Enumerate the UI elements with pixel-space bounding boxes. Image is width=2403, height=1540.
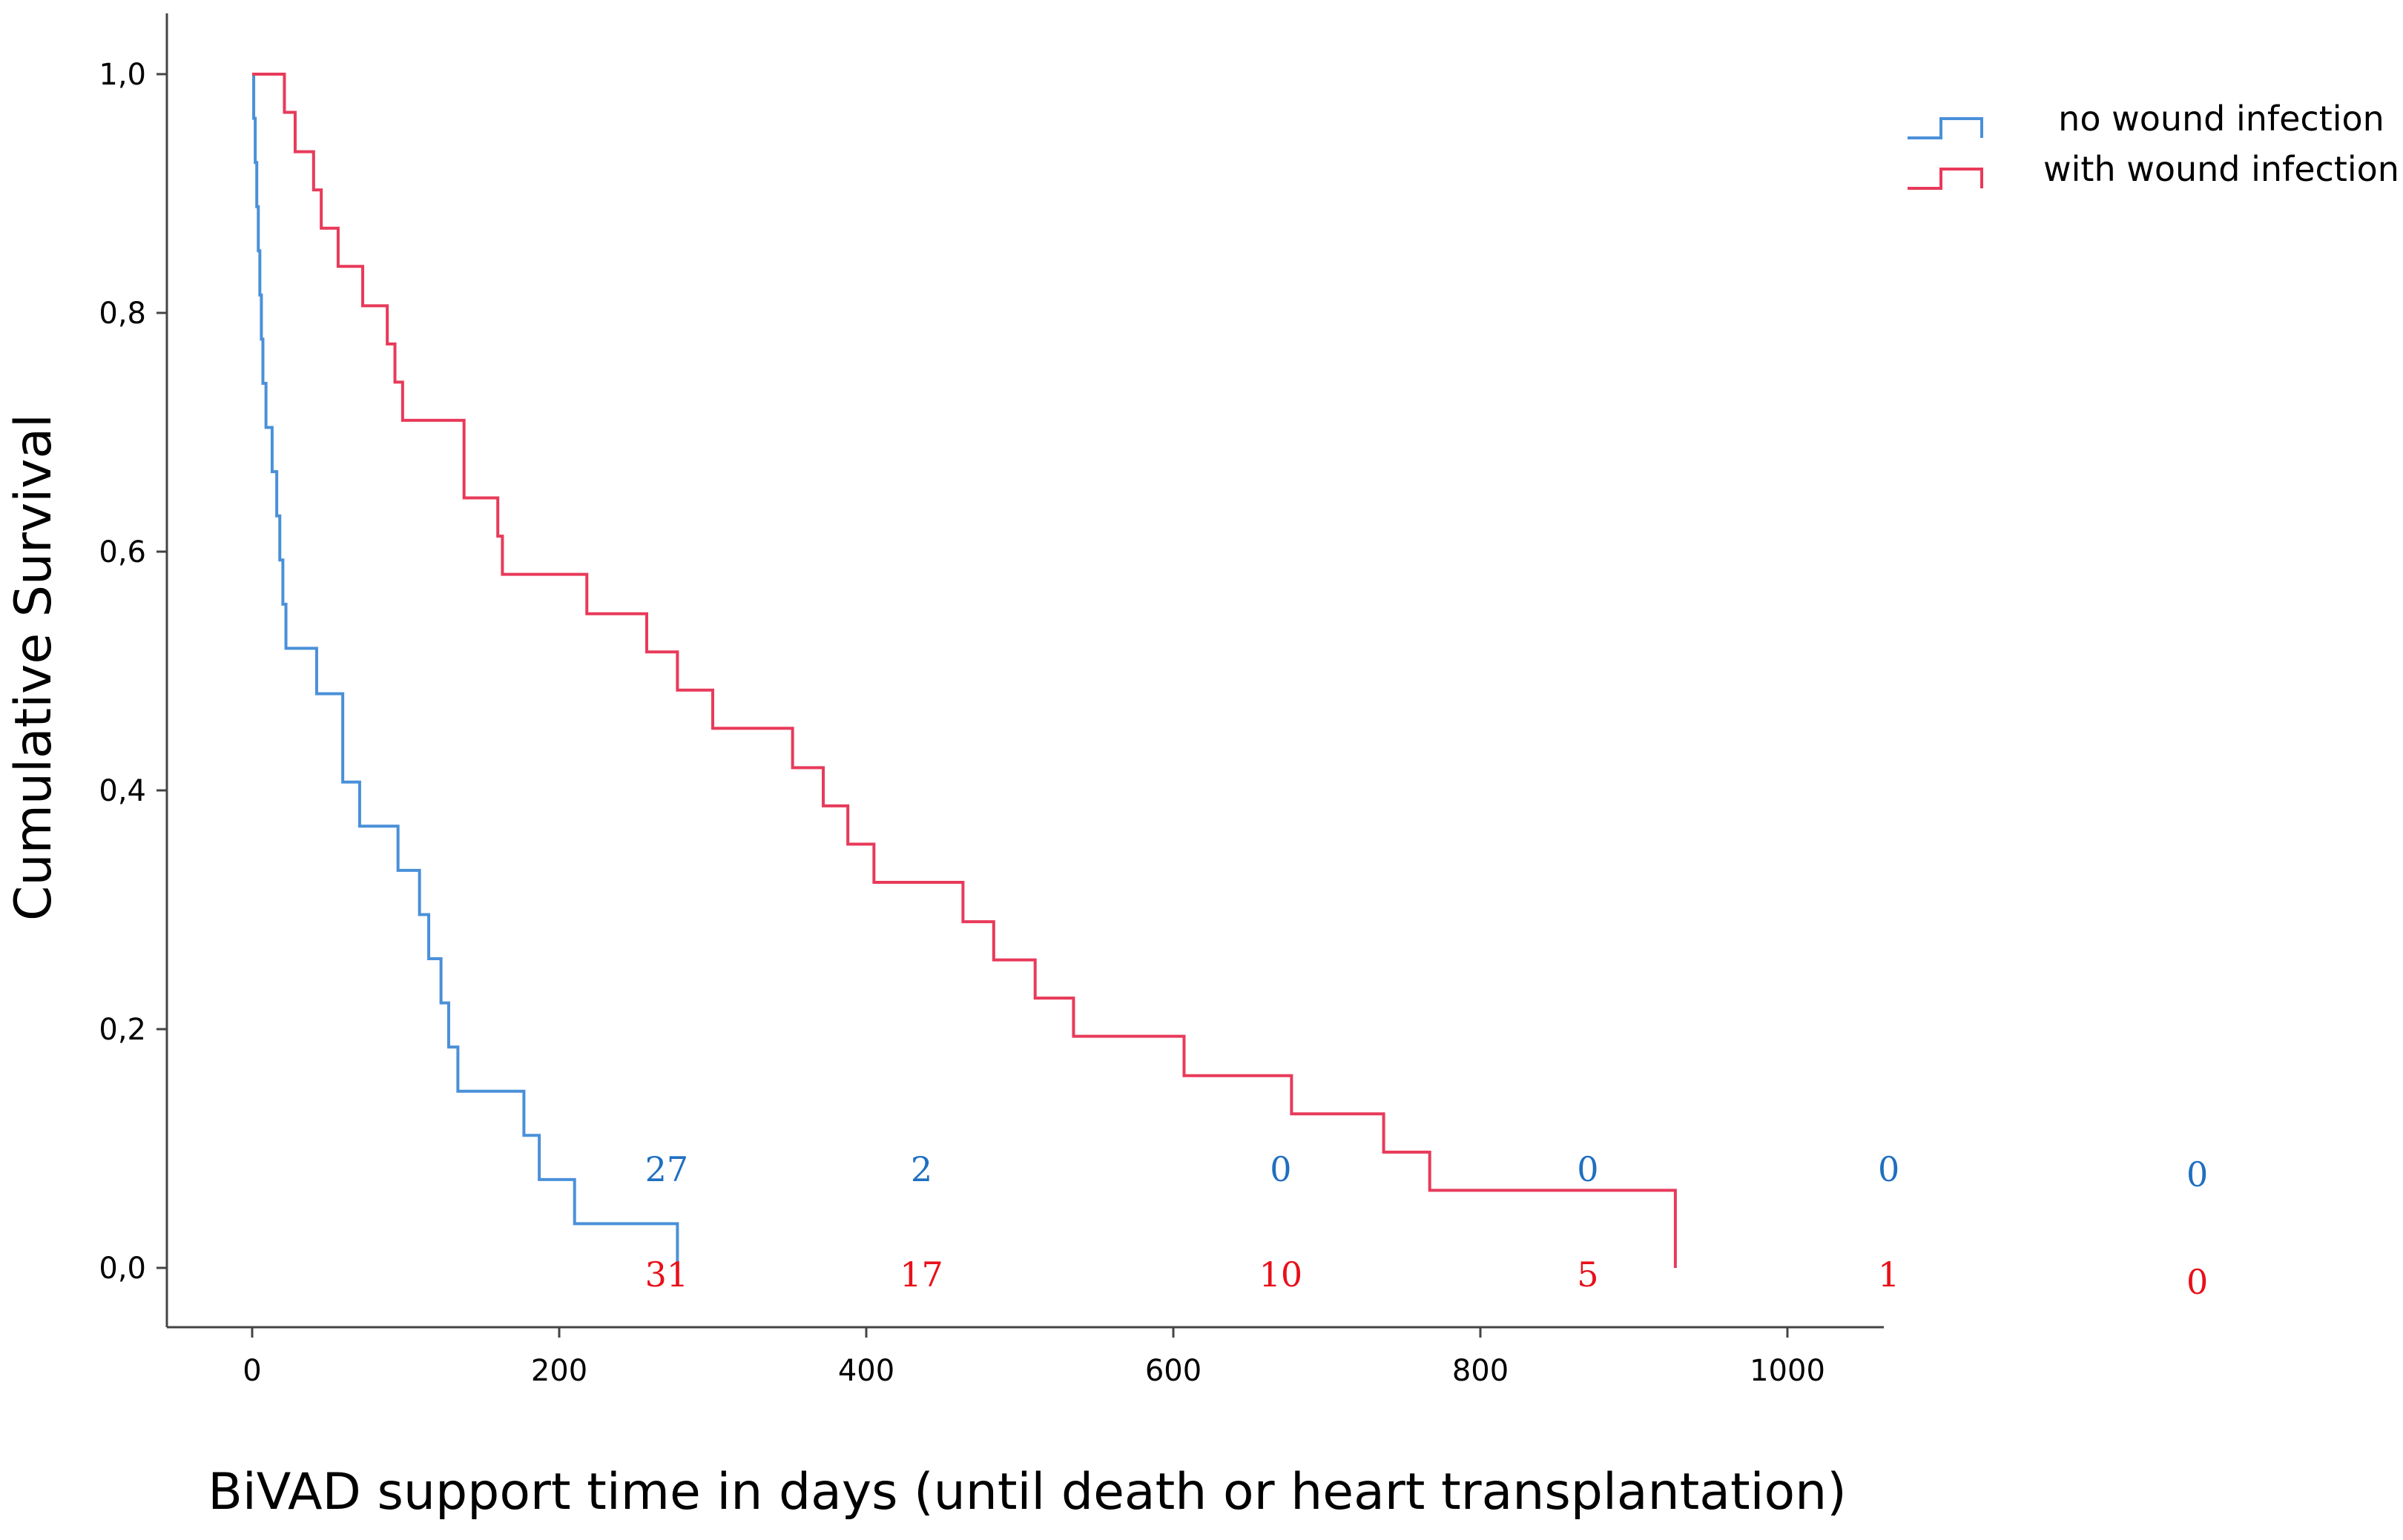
risk-with-wound-infection-value: 17 xyxy=(900,1255,943,1295)
risk-with-wound-infection-value: 5 xyxy=(1577,1255,1598,1295)
y-tick-label: 1,0 xyxy=(99,58,146,92)
legend: no wound infection with wound infection xyxy=(1908,99,2399,190)
legend-swatch-with-wound-infection xyxy=(1908,168,1983,190)
x-tick-label: 600 xyxy=(1145,1354,1202,1388)
x-tick-label: 200 xyxy=(531,1354,587,1388)
risk-no-wound-infection-value: 2 xyxy=(911,1149,932,1189)
y-tick-label: 0,8 xyxy=(99,297,146,331)
legend-label-with-wound-infection: with wound infection xyxy=(2043,149,2399,189)
legend-swatch-no-wound-infection xyxy=(1908,117,1983,139)
risk-with-wound-infection-value: 10 xyxy=(1259,1255,1303,1295)
legend-label-no-wound-infection: no wound infection xyxy=(2058,99,2384,139)
risk-no-wound-infection-value: 0 xyxy=(1270,1149,1291,1189)
x-tick-label: 1000 xyxy=(1750,1354,1825,1388)
x-axis-title: BiVAD support time in days (until death … xyxy=(208,1463,1846,1521)
y-axis-title: Cumulative Survival xyxy=(4,414,63,921)
risk-with-wound-infection-value: 1 xyxy=(1878,1255,1899,1295)
x-tick-label: 800 xyxy=(1452,1354,1509,1388)
y-tick-label: 0,4 xyxy=(99,774,146,808)
y-tick-label: 0,0 xyxy=(99,1252,146,1286)
y-tick-label: 0,2 xyxy=(99,1013,146,1047)
risk-no-wound-infection-value: 27 xyxy=(645,1149,689,1189)
risk-no-wound-infection-value: 0 xyxy=(1878,1149,1899,1189)
risk-with-wound-infection-value: 31 xyxy=(645,1255,689,1295)
series-layer xyxy=(252,73,1677,1268)
risk-table: 27 2 0 0 0 031 17 10 5 1 0 xyxy=(645,1149,2209,1302)
series-no-wound-infection-line xyxy=(252,73,679,1268)
y-tick-label: 0,6 xyxy=(99,535,146,569)
axes: 0,00,20,40,60,81,00 200 400 600 800 1000 xyxy=(99,13,1884,1388)
risk-with-wound-infection-value: 0 xyxy=(2186,1262,2208,1302)
risk-no-wound-infection-value: 0 xyxy=(1577,1149,1598,1189)
x-tick-label: 400 xyxy=(838,1354,894,1388)
x-tick-label: 0 xyxy=(243,1354,261,1388)
series-with-wound-infection-line xyxy=(252,73,1677,1268)
risk-no-wound-infection-value: 0 xyxy=(2186,1154,2208,1194)
